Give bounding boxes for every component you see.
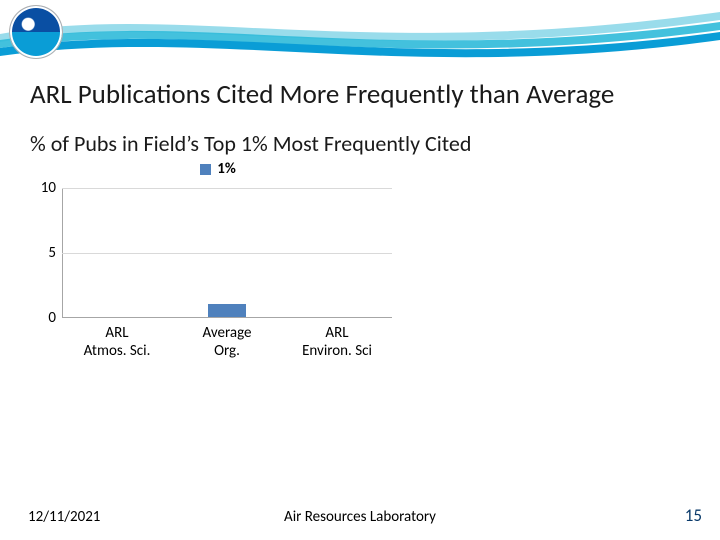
x-category-label: AverageOrg.: [203, 324, 252, 360]
legend-label: 1%: [217, 160, 236, 178]
y-tick-label: 10: [41, 179, 56, 197]
y-tick-label: 0: [48, 309, 56, 327]
bar: [208, 304, 247, 317]
gridline: [62, 253, 392, 254]
chart-plot-area: 0510ARLAtmos. Sci.AverageOrg.ARLEnviron.…: [62, 188, 392, 318]
top1pct-chart: 1% 0510ARLAtmos. Sci.AverageOrg.ARLEnvir…: [28, 160, 408, 390]
noaa-logo: [10, 6, 62, 58]
legend-swatch: [200, 164, 211, 175]
x-category-label: ARLAtmos. Sci.: [84, 324, 151, 360]
y-tick-label: 5: [48, 244, 56, 262]
slide-subtitle: % of Pubs in Field’s Top 1% Most Frequen…: [30, 130, 471, 157]
x-axis: [62, 317, 392, 318]
header-swoosh: [0, 0, 720, 70]
gridline: [62, 188, 392, 189]
chart-legend: 1%: [28, 160, 408, 178]
slide-title: ARL Publications Cited More Frequently t…: [30, 78, 690, 111]
footer-center: Air Resources Laboratory: [0, 508, 720, 526]
footer-page-number: 15: [685, 505, 702, 526]
x-category-label: ARLEnviron. Sci: [302, 324, 372, 360]
